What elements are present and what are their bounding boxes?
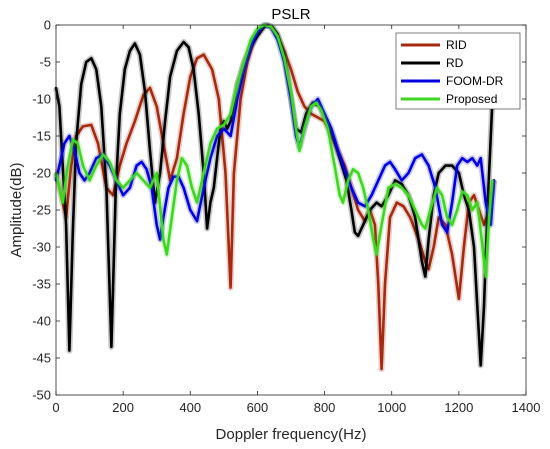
y-tick-label: 0 bbox=[44, 18, 51, 33]
x-tick-label: 400 bbox=[179, 400, 201, 415]
y-tick-label: -10 bbox=[32, 92, 51, 107]
legend-label: Proposed bbox=[446, 92, 497, 106]
y-tick-label: -30 bbox=[32, 240, 51, 255]
x-axis-title: Doppler frequency(Hz) bbox=[216, 426, 367, 443]
legend: RID RD FOOM-DR Proposed bbox=[395, 32, 521, 110]
x-tick-label: 1400 bbox=[512, 400, 541, 415]
series-line-proposed bbox=[54, 23, 494, 278]
legend-label: FOOM-DR bbox=[446, 74, 504, 88]
legend-label: RD bbox=[446, 56, 464, 70]
x-tick-label: 0 bbox=[52, 400, 59, 415]
y-tick-label: -25 bbox=[32, 203, 51, 218]
y-tick-label: -35 bbox=[32, 277, 51, 292]
x-tick-label: 1200 bbox=[444, 400, 473, 415]
series-layer bbox=[53, 22, 498, 373]
y-axis-title: Amplitude(dB) bbox=[8, 162, 25, 257]
y-tick-label: -15 bbox=[32, 129, 51, 144]
x-tick-label: 800 bbox=[314, 400, 336, 415]
y-tick-label: -20 bbox=[32, 166, 51, 181]
y-tick-label: -5 bbox=[39, 55, 51, 70]
y-tick-label: -45 bbox=[32, 351, 51, 366]
legend-label: RID bbox=[446, 38, 467, 52]
series-line-rid bbox=[54, 23, 496, 371]
y-tick-label: -50 bbox=[32, 388, 51, 403]
y-axis: 0 -5 -10 -15 -20 -25 -30 -35 -40 -45 -50 bbox=[32, 18, 526, 403]
x-tick-label: 1000 bbox=[377, 400, 406, 415]
series-line-rd bbox=[54, 23, 496, 367]
x-tick-label: 600 bbox=[247, 400, 269, 415]
chart-title: PSLR bbox=[271, 6, 310, 23]
x-axis: 0 200 400 600 800 1000 1200 1400 bbox=[52, 25, 540, 415]
y-tick-label: -40 bbox=[32, 314, 51, 329]
x-tick-label: 200 bbox=[112, 400, 134, 415]
